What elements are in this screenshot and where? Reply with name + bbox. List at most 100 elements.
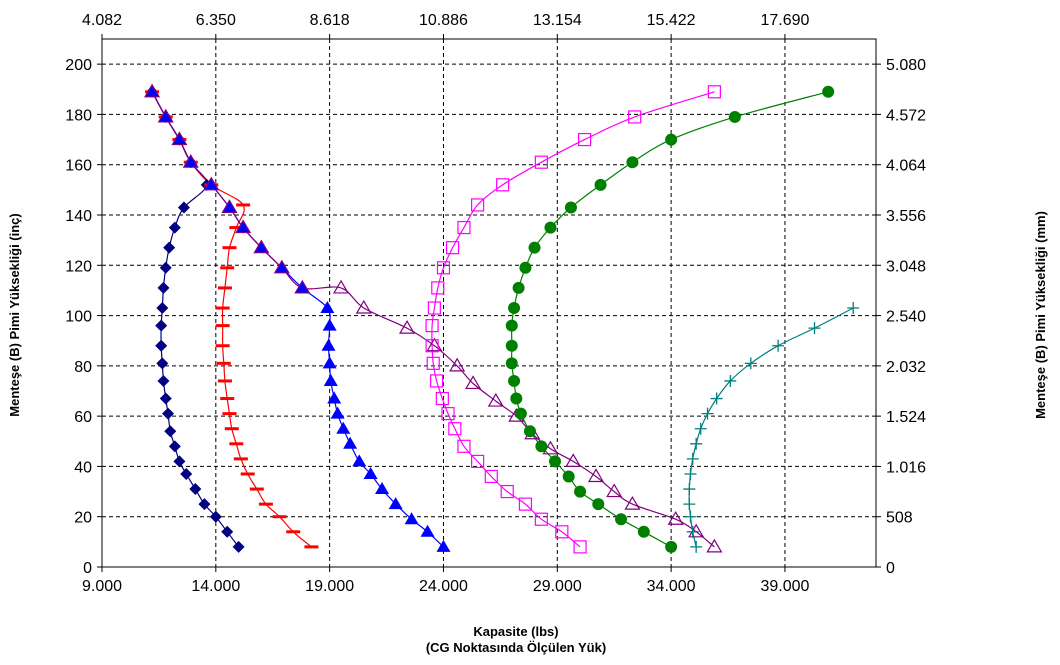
y-tick-label: 100: [65, 309, 92, 326]
series-2-marker: [215, 344, 230, 348]
x2-tick-label: 8.618: [310, 12, 350, 29]
series-2-marker: [272, 515, 287, 519]
series-6-marker: [508, 374, 521, 387]
series-6-marker: [822, 85, 835, 98]
series-6-marker: [544, 221, 557, 234]
series-5-marker: [427, 301, 441, 315]
y2-tick-label: 4.572: [886, 107, 926, 124]
series-5-marker: [435, 391, 449, 406]
series-3-marker: [375, 482, 390, 495]
series-7-marker: [847, 302, 860, 315]
series-1-marker: [155, 339, 168, 352]
series-5-marker: [430, 374, 444, 388]
series-6-marker: [523, 425, 536, 438]
series-5-marker: [484, 469, 498, 484]
series-3-marker: [204, 177, 219, 190]
series-4-marker: [355, 299, 372, 314]
series-6-marker: [535, 440, 548, 453]
series-2-marker: [258, 502, 273, 506]
y-axis-right-title: Menteşe (B) Pimi Yüksekliği (mm): [1033, 211, 1048, 419]
series-5-marker: [426, 356, 440, 370]
series-6-marker: [637, 525, 650, 538]
series-7-marker: [701, 407, 714, 420]
series-5-marker: [471, 454, 485, 468]
x2-tick-label: 4.082: [82, 12, 122, 29]
series-4-marker: [273, 259, 290, 274]
series-4-marker: [294, 279, 311, 294]
series-4-marker: [449, 357, 466, 372]
series-7-marker: [690, 437, 703, 450]
series-4-marker: [332, 279, 350, 294]
y-axis-left-title: Menteşe (B) Pimi Yüksekliği (inç): [7, 213, 22, 416]
series-3-marker: [222, 200, 237, 213]
series-3-marker: [236, 220, 251, 233]
series-3-marker: [336, 421, 351, 434]
series-3-marker: [323, 373, 338, 386]
y2-tick-label: 1.524: [886, 409, 926, 426]
series-6-marker: [519, 261, 532, 274]
series-3-marker: [330, 406, 345, 419]
series-2-marker: [304, 545, 319, 549]
x2-tick-label: 13.154: [533, 12, 582, 29]
series-6-marker: [510, 392, 523, 405]
series-5-marker: [431, 281, 445, 295]
plot-frame: [101, 38, 877, 568]
y-tick-label: 60: [74, 409, 92, 426]
y-tick-label: 40: [74, 459, 92, 476]
series-6-marker: [728, 110, 741, 123]
y2-tick-label: 3.048: [886, 258, 926, 275]
x2-tick-label: 17.690: [760, 12, 809, 29]
x-tick-label: 9.000: [82, 578, 122, 595]
series-2-marker: [215, 324, 230, 328]
x-tick-label: 29.000: [533, 578, 582, 595]
series-5-marker: [534, 155, 548, 169]
series-1-marker: [162, 407, 175, 420]
series-1-marker: [198, 498, 211, 511]
series-5-marker: [573, 540, 587, 554]
series-3-marker: [172, 132, 187, 145]
series-7-marker: [683, 483, 696, 496]
series-1-marker: [159, 392, 172, 405]
series-2-marker: [222, 246, 237, 250]
x2-tick-label: 6.350: [196, 12, 236, 29]
y2-tick-label: 3.556: [886, 208, 926, 225]
plot-background: [102, 39, 876, 567]
series-1-marker: [189, 483, 202, 496]
series-4-line: [151, 91, 715, 548]
series-3-marker: [327, 391, 342, 404]
series-4-marker: [624, 495, 641, 510]
series-5-marker: [436, 261, 451, 275]
series-4-marker: [157, 108, 174, 123]
series-7-marker: [724, 374, 737, 387]
series-5-marker: [555, 525, 569, 539]
series-3-marker: [321, 338, 336, 351]
series-2-marker: [233, 457, 248, 461]
x2-tick-label: 15.422: [647, 12, 696, 29]
series-2-marker: [216, 361, 231, 365]
series-6-marker: [505, 319, 518, 332]
series-7-marker: [686, 452, 699, 465]
series-3-marker: [145, 84, 160, 97]
series-5-marker: [628, 110, 642, 124]
series-5-marker: [707, 85, 721, 99]
series-3-marker: [254, 240, 269, 253]
series-5-marker: [445, 241, 460, 255]
y2-tick-label: 4.064: [886, 158, 926, 175]
series-1-marker: [168, 440, 181, 453]
series-3-marker: [363, 466, 378, 479]
series-3-marker: [343, 436, 358, 449]
series-4-marker: [667, 511, 684, 525]
series-1-marker: [164, 425, 177, 438]
y-tick-label: 120: [65, 258, 92, 275]
series-1-marker: [221, 525, 234, 538]
series-1-marker: [168, 221, 181, 234]
series-6-marker: [594, 178, 607, 191]
series-5-marker: [534, 512, 548, 526]
series-4-marker: [706, 538, 723, 553]
series-6-marker: [574, 485, 587, 498]
series-6-marker: [505, 357, 518, 370]
series-3-marker: [388, 497, 403, 510]
series-2-marker: [229, 442, 244, 446]
series-7-marker: [686, 525, 699, 538]
